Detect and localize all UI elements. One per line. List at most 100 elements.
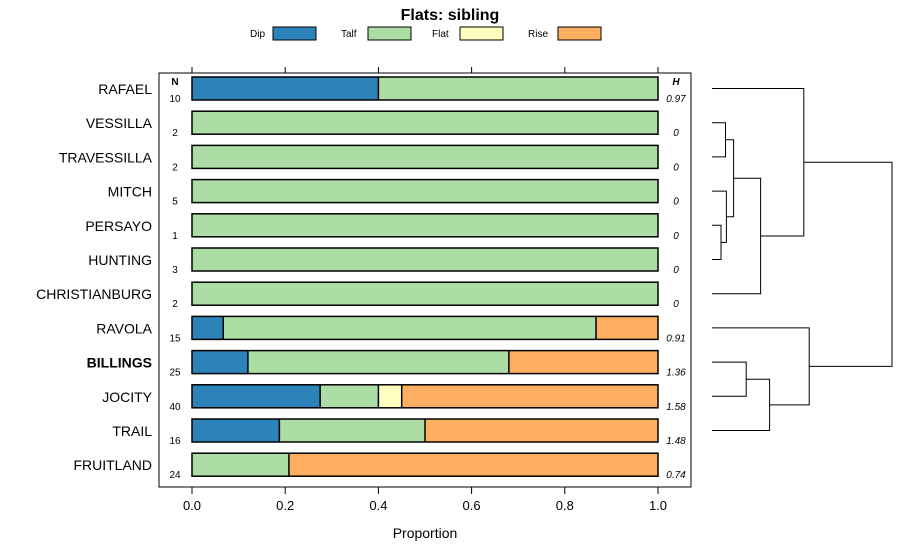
category-label: TRAIL: [112, 423, 152, 439]
bar-outline: [191, 247, 659, 272]
n-value: 2: [172, 299, 178, 310]
n-value: 1: [172, 231, 178, 242]
x-tick-label: 0.8: [556, 498, 574, 513]
dendrogram-link: [712, 177, 762, 295]
bar-segment-rise: [288, 453, 658, 477]
n-value: 5: [172, 197, 178, 208]
h-value: 1.58: [666, 402, 686, 413]
h-value: 0: [673, 197, 679, 208]
bar-segment-talf: [192, 248, 658, 271]
row-ravola: RAVOLA 15 0.91: [96, 315, 686, 344]
legend-swatch-rise: [557, 26, 602, 41]
bar-segment-talf: [192, 282, 658, 306]
bar-outline: [191, 418, 659, 443]
x-tick-label: 0.0: [183, 498, 201, 513]
x-tick-label: 0.2: [276, 498, 294, 513]
bar-segment-rise: [425, 419, 658, 442]
row-rafael: RAFAEL 10 0.97: [98, 76, 686, 105]
category-label: MITCH: [108, 184, 152, 200]
n-value: 25: [169, 368, 181, 379]
bar-segment-dip: [192, 77, 379, 100]
category-label: RAVOLA: [96, 320, 152, 336]
row-mitch: MITCH 5 0: [108, 178, 679, 208]
n-value: 2: [172, 128, 178, 139]
h-value: 1.48: [666, 436, 686, 447]
category-label: RAFAEL: [98, 81, 152, 97]
row-trail: TRAIL 16 1.48: [112, 418, 686, 447]
h-value: 0.74: [666, 470, 686, 481]
x-tick-label: 1.0: [649, 498, 667, 513]
bar-outline: [191, 384, 659, 409]
n-header: N: [171, 77, 178, 88]
h-header: H: [672, 77, 680, 88]
chart-title: Flats: sibling: [401, 7, 500, 24]
h-value: 0.91: [666, 333, 685, 344]
bar-outline: [191, 281, 659, 306]
x-tick-label: 0.4: [369, 498, 387, 513]
dendrogram-link: [712, 122, 726, 158]
dendrogram-link: [712, 378, 771, 431]
row-vessilla: VESSILLA 2 0: [86, 110, 679, 139]
bar-segment-talf: [192, 145, 658, 169]
bar-outline: [191, 76, 659, 101]
bar-segment-flat: [378, 384, 402, 408]
h-value: 0: [673, 231, 679, 242]
top-ticks: [191, 67, 659, 73]
bar-outline: [191, 110, 659, 135]
bar-outline: [191, 213, 659, 238]
h-value: 1.36: [666, 368, 686, 379]
n-value: 16: [169, 436, 181, 447]
row-christianburg: CHRISTIANBURG 2 0: [36, 281, 679, 310]
legend-label-talf: Talf: [341, 29, 357, 40]
x-axis-label: Proportion: [393, 525, 458, 541]
dendrogram: [712, 88, 893, 431]
n-value: 10: [169, 94, 181, 105]
bar-outline: [191, 178, 659, 204]
bar-segment-dip: [192, 350, 248, 374]
bar-outline: [191, 349, 659, 375]
category-label: JOCITY: [102, 389, 152, 405]
category-label: VESSILLA: [86, 115, 153, 131]
h-value: 0: [673, 265, 679, 276]
n-value: 40: [169, 402, 181, 413]
dendrogram-link: [803, 161, 893, 367]
bar-outline: [191, 315, 659, 341]
category-label: PERSAYO: [85, 218, 152, 234]
bar-segment-rise: [596, 316, 658, 340]
bar-segment-talf: [192, 453, 289, 477]
bar-segment-talf: [192, 213, 658, 237]
row-fruitland: FRUITLAND 24 0.74: [73, 452, 686, 481]
row-persayo: PERSAYO 1 0: [85, 213, 679, 242]
dendrogram-link: [712, 224, 722, 260]
h-value: 0.97: [666, 94, 686, 105]
legend-label-flat: Flat: [432, 29, 449, 40]
bar-outline: [191, 144, 659, 170]
category-label: FRUITLAND: [73, 457, 152, 473]
bar-segment-talf: [223, 316, 597, 340]
n-value: 15: [169, 333, 181, 344]
bar-segment-talf: [192, 111, 658, 135]
n-value: 3: [172, 265, 178, 276]
bar-segment-rise: [401, 384, 658, 408]
bar-outline: [191, 452, 659, 477]
category-label: HUNTING: [88, 252, 152, 268]
row-hunting: HUNTING 3 0: [88, 247, 679, 276]
h-value: 0: [673, 299, 679, 310]
legend-swatch-dip: [272, 26, 317, 41]
legend-label-rise: Rise: [528, 29, 548, 40]
h-value: 0: [673, 128, 679, 139]
dendrogram-link: [712, 361, 747, 397]
bar-segment-talf: [192, 179, 658, 203]
category-label: CHRISTIANBURG: [36, 286, 152, 302]
bar-segment-talf: [247, 350, 509, 374]
bar-segment-rise: [508, 350, 658, 374]
category-label: TRAVESSILLA: [59, 149, 153, 165]
dendrogram-link: [712, 190, 727, 243]
dendrogram-link: [712, 327, 810, 406]
plot-frame: [158, 72, 692, 488]
legend: Dip Talf Flat Rise: [250, 26, 602, 41]
category-label: BILLINGS: [87, 355, 152, 371]
bar-segment-talf: [320, 384, 379, 408]
bar-segment-talf: [279, 419, 425, 442]
